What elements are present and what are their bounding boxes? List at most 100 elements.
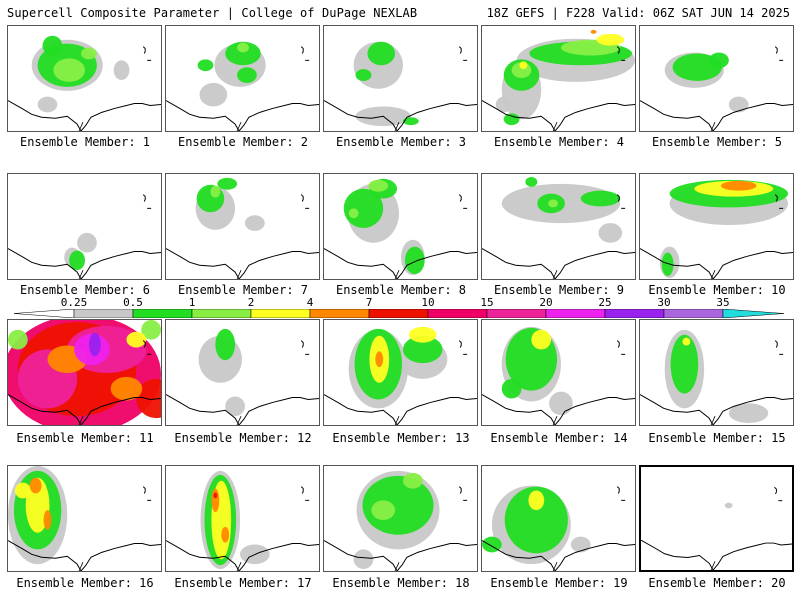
scp-field-contour (362, 475, 434, 535)
run-info: 18Z GEFS | F228 Valid: 06Z SAT JUN 14 20… (486, 6, 790, 20)
colorbar-segment (250, 309, 311, 318)
colorbar-tick-label: 0.5 (123, 296, 143, 309)
scp-field-contour (408, 326, 437, 343)
coastline (482, 100, 635, 131)
ensemble-panel-20 (639, 465, 794, 572)
coastline (166, 394, 319, 425)
scp-field-contour (525, 176, 538, 187)
member-label-15: Ensemble Member: 15 (648, 431, 786, 445)
border-line (236, 122, 242, 131)
border-line (394, 562, 400, 571)
member-map-15 (640, 329, 793, 425)
ensemble-panel-12 (165, 319, 320, 426)
scp-field-contour (531, 329, 552, 350)
border-line (552, 416, 558, 425)
border-line (552, 122, 558, 131)
scp-field-contour (528, 490, 545, 511)
scp-field-contour (720, 180, 757, 191)
member-label-13: Ensemble Member: 13 (332, 431, 470, 445)
coastline (8, 540, 161, 571)
lake-outline (142, 46, 146, 54)
member-map-12 (166, 328, 319, 425)
scp-field-contour (210, 185, 221, 198)
member-map-9 (482, 176, 635, 279)
scp-field-contour (29, 477, 42, 494)
scp-field-contour (69, 250, 85, 271)
member-map-8 (324, 178, 477, 279)
coastline (166, 248, 319, 279)
scp-field-contour (728, 403, 769, 424)
ensemble-panel-11 (7, 319, 162, 426)
member-label-3: Ensemble Member: 3 (335, 135, 467, 149)
scp-field-contour (353, 549, 374, 570)
ensemble-panel-14 (481, 319, 636, 426)
member-label-18: Ensemble Member: 18 (332, 576, 470, 590)
border-line (394, 270, 400, 279)
ensemble-panel-10 (639, 173, 794, 280)
colorbar-tick-label: 2 (247, 296, 255, 309)
border-line (78, 122, 84, 131)
border-line (394, 122, 400, 131)
member-map-14 (482, 326, 635, 425)
lake-outline (142, 486, 146, 494)
lake-outline (142, 340, 146, 348)
scp-field-contour (519, 61, 528, 70)
member-map-16 (8, 466, 161, 571)
member-label-8: Ensemble Member: 8 (335, 283, 467, 297)
colorbar-segment (191, 309, 252, 318)
lake-outline (774, 340, 778, 348)
scp-field-contour (549, 391, 573, 416)
colorbar-segment (309, 309, 370, 318)
scp-field-contour (237, 42, 249, 53)
scp-field-contour (213, 492, 218, 499)
colorbar-segment (722, 309, 784, 318)
scp-field-contour (225, 41, 261, 66)
scp-field-contour (375, 351, 384, 368)
scp-field-contour (503, 113, 520, 126)
border-line (394, 416, 400, 425)
border-line (552, 562, 558, 571)
coastline (166, 100, 319, 131)
member-label-19: Ensemble Member: 19 (490, 576, 628, 590)
member-label-12: Ensemble Member: 12 (174, 431, 312, 445)
scp-field-contour (661, 252, 674, 277)
member-map-5 (640, 46, 793, 131)
member-map-19 (482, 485, 635, 571)
scp-field-contour (77, 232, 97, 253)
scp-field-contour (570, 536, 591, 553)
colorbar-tick-label: 35 (716, 296, 730, 309)
colorbar-segment (604, 309, 665, 318)
lake-outline (774, 46, 778, 54)
scp-field-contour (495, 96, 512, 113)
member-label-11: Ensemble Member: 11 (16, 431, 154, 445)
scp-field-contour (596, 33, 625, 46)
member-map-10 (640, 179, 793, 279)
member-label-16: Ensemble Member: 16 (16, 576, 154, 590)
scp-field-contour (580, 190, 621, 207)
colorbar (14, 309, 784, 318)
member-label-6: Ensemble Member: 6 (19, 283, 151, 297)
colorbar-tick-label: 20 (539, 296, 553, 309)
coastline (8, 248, 161, 279)
coastline (482, 540, 635, 571)
scp-field-contour (482, 536, 502, 553)
member-map-6 (8, 194, 161, 279)
colorbar-segment (73, 309, 134, 318)
member-label-14: Ensemble Member: 14 (490, 431, 628, 445)
coastline (482, 248, 635, 279)
scp-field-contour (14, 482, 31, 499)
scp-field-contour (126, 331, 147, 348)
ensemble-panel-15 (639, 319, 794, 426)
member-label-1: Ensemble Member: 1 (19, 135, 151, 149)
scp-field-contour (221, 526, 230, 543)
scp-field-contour (215, 328, 236, 361)
coastline (640, 100, 793, 131)
coastline (166, 540, 319, 571)
colorbar-segment (486, 309, 547, 318)
scp-field-contour (141, 320, 161, 340)
lake-outline (458, 486, 462, 494)
border-line (78, 416, 84, 425)
ensemble-panel-5 (639, 25, 794, 132)
ensemble-panel-8 (323, 173, 478, 280)
lake-outline (300, 340, 304, 348)
